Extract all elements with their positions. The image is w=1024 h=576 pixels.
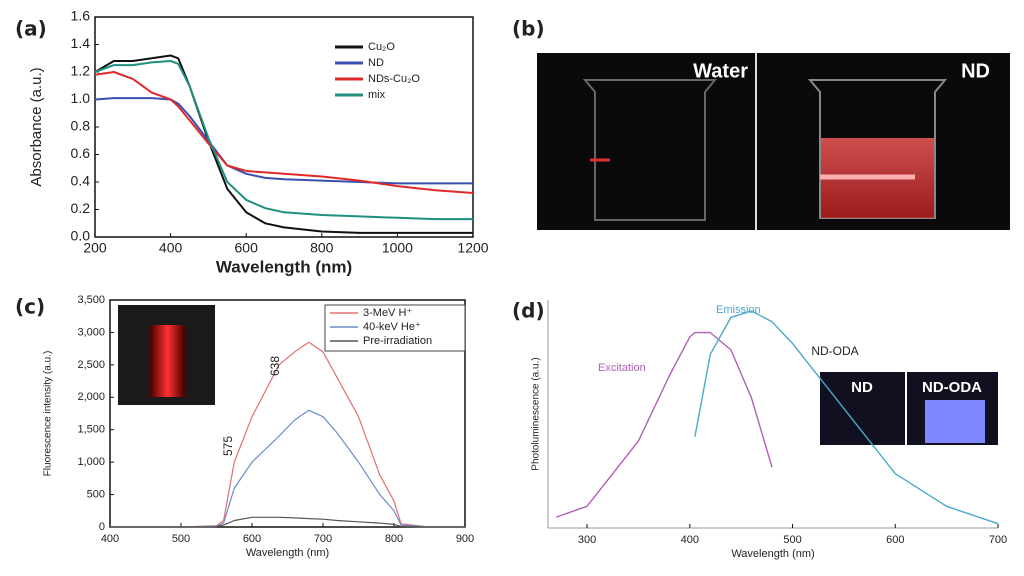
photo-caption: Water <box>693 60 748 82</box>
x-tick-label: 300 <box>578 534 596 546</box>
x-tick-label: 500 <box>172 533 190 545</box>
x-tick-label: 1200 <box>457 240 488 256</box>
x-tick-label: 600 <box>235 240 259 256</box>
beaker <box>582 79 718 221</box>
x-tick-label: 800 <box>310 240 334 256</box>
y-tick-label: 2,000 <box>77 391 105 403</box>
y-tick-label: 0.2 <box>71 200 91 216</box>
y-tick-label: 0.0 <box>71 228 91 244</box>
series-line <box>94 97 473 185</box>
series-label: Emission <box>716 304 761 316</box>
y-tick-label: 500 <box>87 488 105 500</box>
photo-panel: (b) Water ND <box>512 17 1010 230</box>
y-axis-label: Absorbance (a.u.) <box>28 67 45 186</box>
x-tick-label: 700 <box>989 534 1007 546</box>
series-line <box>110 516 465 528</box>
inset-photo <box>118 305 998 445</box>
inset-label: ND <box>851 379 873 396</box>
y-axis-label: Fluorescence intensity (a.u.) <box>43 351 54 477</box>
y-tick-label: 0.4 <box>71 173 91 189</box>
y-tick-label: 0 <box>99 521 105 533</box>
legend-label: ND <box>368 57 384 69</box>
panel-label: (b) <box>512 17 545 41</box>
legend-label: Cu₂O <box>368 41 395 53</box>
y-tick-label: 1.6 <box>71 8 91 24</box>
x-tick-label: 600 <box>243 533 261 545</box>
legend-label: 40-keV He⁺ <box>363 321 421 333</box>
series-line <box>694 310 999 525</box>
x-tick-label: 400 <box>681 534 699 546</box>
legend-label: NDs-Cu₂O <box>368 73 420 85</box>
annotation: 638 <box>268 356 282 376</box>
y-tick-label: 0.6 <box>71 145 91 161</box>
series-line <box>555 331 773 518</box>
legend-label: mix <box>368 89 386 101</box>
y-tick-label: 1.4 <box>71 35 91 51</box>
beaker <box>807 79 948 219</box>
series-line <box>94 71 474 194</box>
x-tick-label: 500 <box>783 534 801 546</box>
panel-label: (d) <box>512 299 545 323</box>
annotation: ND-ODA <box>811 344 858 358</box>
x-tick-label: 400 <box>159 240 183 256</box>
glow <box>925 400 985 443</box>
x-tick-label: 800 <box>385 533 403 545</box>
x-axis-label: Wavelength (nm) <box>246 547 329 559</box>
legend-label: Pre-irradiation <box>363 335 432 347</box>
x-tick-label: 400 <box>101 533 119 545</box>
x-tick-label: 200 <box>83 240 107 256</box>
plot-frame <box>109 299 466 528</box>
y-tick-label: 1.0 <box>71 90 91 106</box>
series-line <box>94 54 473 234</box>
x-tick-label: 600 <box>886 534 904 546</box>
x-axis-label: Wavelength (nm) <box>216 257 352 276</box>
x-tick-label: 900 <box>456 533 474 545</box>
x-axis-label: Wavelength (nm) <box>731 548 814 560</box>
y-tick-label: 3,000 <box>77 326 105 338</box>
series-line <box>94 60 473 221</box>
legend-label: 3-MeV H⁺ <box>363 307 412 319</box>
plot-frame <box>94 16 474 238</box>
y-tick-label: 0.8 <box>71 118 91 134</box>
annotation: 575 <box>221 436 235 456</box>
vial <box>150 325 185 397</box>
panel-label: (c) <box>15 295 45 319</box>
photo-caption: ND <box>961 60 990 82</box>
x-tick-label: 700 <box>314 533 332 545</box>
x-tick-label: 1000 <box>382 240 413 256</box>
y-tick-label: 1,500 <box>77 424 105 436</box>
series-line <box>110 409 465 528</box>
y-tick-label: 3,500 <box>77 294 105 306</box>
y-tick-label: 1,000 <box>77 456 105 468</box>
y-tick-label: 2,500 <box>77 359 105 371</box>
panel-label: (a) <box>15 17 47 41</box>
series-label: Excitation <box>598 362 646 374</box>
y-axis-label: Photoluminescence (a.u.) <box>531 357 542 470</box>
inset-label: ND-ODA <box>922 379 982 396</box>
y-tick-label: 1.2 <box>71 63 91 79</box>
series-line <box>110 341 465 528</box>
